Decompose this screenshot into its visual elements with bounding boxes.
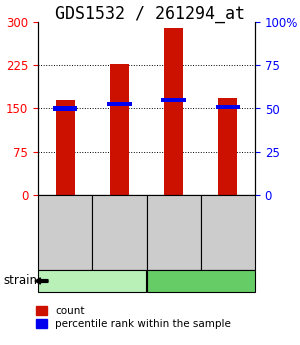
Text: strain: strain [3, 275, 37, 287]
Legend: count, percentile rank within the sample: count, percentile rank within the sample [35, 305, 232, 331]
Text: wild-type: wild-type [67, 276, 118, 286]
Text: GSM45209: GSM45209 [114, 204, 124, 261]
Bar [161, 98, 186, 102]
Bar [53, 107, 77, 110]
Bar [218, 98, 237, 195]
Text: GSM45231: GSM45231 [169, 204, 178, 261]
Bar [110, 63, 129, 195]
Text: GSM45278: GSM45278 [223, 204, 233, 261]
Text: GSM45208: GSM45208 [60, 204, 70, 261]
Text: GDS1532 / 261294_at: GDS1532 / 261294_at [55, 5, 245, 23]
Bar [107, 102, 132, 106]
Text: AOX anti-sense: AOX anti-sense [159, 276, 243, 286]
Bar [56, 100, 75, 195]
Bar [215, 105, 240, 109]
Bar [164, 28, 183, 195]
